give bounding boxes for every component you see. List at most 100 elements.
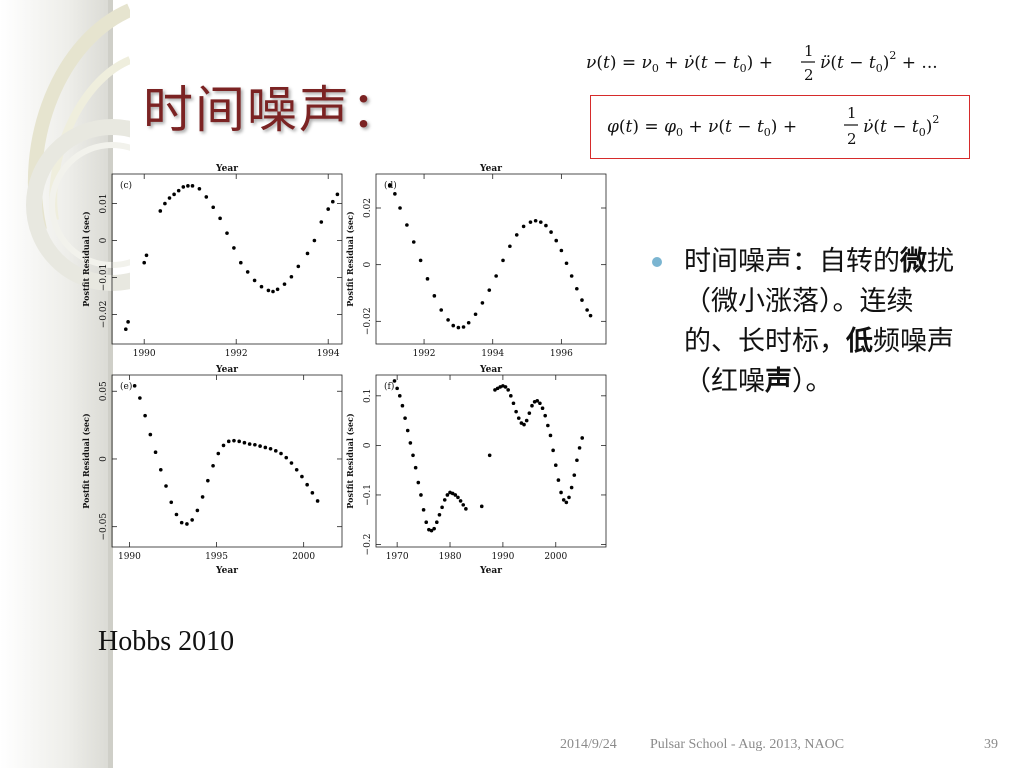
- data-point: [479, 504, 484, 509]
- data-point: [458, 499, 463, 503]
- y-tick-label: −0.01: [99, 264, 109, 292]
- data-point: [413, 465, 418, 470]
- data-point: [503, 385, 508, 389]
- data-point: [464, 507, 468, 511]
- data-point: [494, 274, 498, 278]
- data-point: [289, 461, 294, 465]
- figure-credit: Hobbs 2010: [98, 626, 235, 657]
- data-point: [585, 308, 589, 312]
- data-point: [514, 409, 518, 414]
- data-point: [258, 444, 262, 448]
- data-point: [559, 248, 564, 253]
- data-point: [275, 287, 280, 292]
- data-point: [442, 498, 447, 502]
- data-point: [480, 301, 485, 305]
- x-tick-label: 1994: [481, 349, 504, 359]
- data-point: [221, 443, 226, 448]
- slide-decoration: [0, 0, 130, 768]
- svg-text:2: 2: [804, 66, 814, 84]
- data-point: [511, 401, 516, 406]
- data-point: [195, 508, 200, 513]
- data-point: [514, 233, 519, 237]
- data-point: [253, 442, 257, 447]
- data-point: [456, 495, 460, 500]
- x-tick-label: 1990: [118, 552, 141, 562]
- phase-equation: φ(t) = φ0 + ν(t − t0) + 1 2 ν̇(t − t0)2: [590, 95, 970, 159]
- x-axis-label-top: Year: [479, 164, 502, 174]
- x-tick-label: 1995: [205, 552, 228, 562]
- data-point: [163, 201, 167, 206]
- x-tick-label: 1996: [550, 349, 573, 359]
- data-point: [411, 240, 416, 244]
- data-point: [487, 288, 492, 292]
- data-point: [451, 323, 456, 328]
- data-point: [554, 238, 559, 243]
- data-point: [551, 448, 555, 453]
- data-point: [132, 384, 137, 388]
- data-point: [580, 436, 585, 440]
- y-axis-label: Postfit Residual (sec): [81, 211, 91, 307]
- data-point: [538, 401, 542, 406]
- data-point: [548, 433, 553, 438]
- data-point: [575, 458, 579, 463]
- data-point: [271, 289, 275, 294]
- data-point: [461, 325, 466, 329]
- svg-text:1: 1: [847, 104, 857, 122]
- data-point: [279, 451, 283, 456]
- data-point: [245, 270, 250, 274]
- data-point: [421, 508, 426, 512]
- data-point: [411, 453, 415, 458]
- data-point: [564, 500, 569, 505]
- y-tick-label: 0.01: [99, 194, 109, 214]
- data-point: [172, 192, 176, 197]
- data-point: [561, 498, 566, 502]
- data-point: [204, 195, 209, 199]
- data-point: [535, 398, 540, 403]
- data-point: [232, 246, 236, 250]
- data-point: [142, 260, 146, 265]
- data-point: [312, 238, 317, 243]
- bullet-text-part: 微: [900, 246, 927, 277]
- x-tick-label: 1970: [386, 552, 409, 562]
- data-point: [326, 207, 330, 211]
- data-point: [232, 438, 236, 443]
- data-point: [211, 205, 215, 210]
- x-axis-label-top: Year: [479, 365, 502, 375]
- plot-frame: [111, 374, 343, 548]
- svg-text:ν̇(t − t0)2: ν̇(t − t0)2: [863, 113, 939, 139]
- bullet-text-part: 时间噪声：自转的: [684, 246, 900, 277]
- data-point: [211, 463, 215, 468]
- data-point: [200, 495, 205, 499]
- panel-label: (e): [120, 381, 132, 392]
- y-tick-label: −0.02: [363, 308, 373, 336]
- y-axis-label: Postfit Residual (sec): [81, 413, 91, 509]
- data-point: [252, 278, 257, 283]
- data-point: [527, 411, 532, 415]
- x-tick-label: 1980: [439, 552, 462, 562]
- data-point: [225, 231, 229, 235]
- data-point: [148, 432, 153, 437]
- bullet-text-part: ）。: [792, 366, 833, 397]
- residual-plot: 1990 1992 1994 −0.02 −0.01 0 0.01 Year Postfit R…: [81, 164, 343, 359]
- x-axis-label-bottom: Year: [215, 566, 238, 576]
- data-point: [206, 478, 210, 483]
- data-point: [506, 388, 510, 392]
- data-point: [425, 277, 430, 281]
- svg-text:2: 2: [847, 130, 857, 148]
- data-point: [268, 447, 273, 451]
- residual-plot: 1992 1994 1996 −0.02 0 0.02 Year Postfit Residu…: [345, 164, 607, 359]
- x-tick-label: 1992: [225, 349, 248, 359]
- x-axis-label-top: Year: [215, 164, 238, 174]
- data-point: [398, 206, 402, 210]
- data-point: [126, 320, 130, 324]
- y-tick-label: −0.1: [363, 484, 373, 506]
- data-point: [522, 422, 526, 427]
- residual-plot: 1990 1995 2000 −0.05 0 0.05 Year Year Postfit Re…: [81, 365, 343, 576]
- data-point: [580, 298, 584, 302]
- data-point: [315, 499, 320, 503]
- data-point: [218, 216, 222, 221]
- data-point: [435, 520, 439, 525]
- data-point: [544, 223, 548, 228]
- data-point: [493, 388, 497, 392]
- svg-text:1: 1: [804, 42, 814, 60]
